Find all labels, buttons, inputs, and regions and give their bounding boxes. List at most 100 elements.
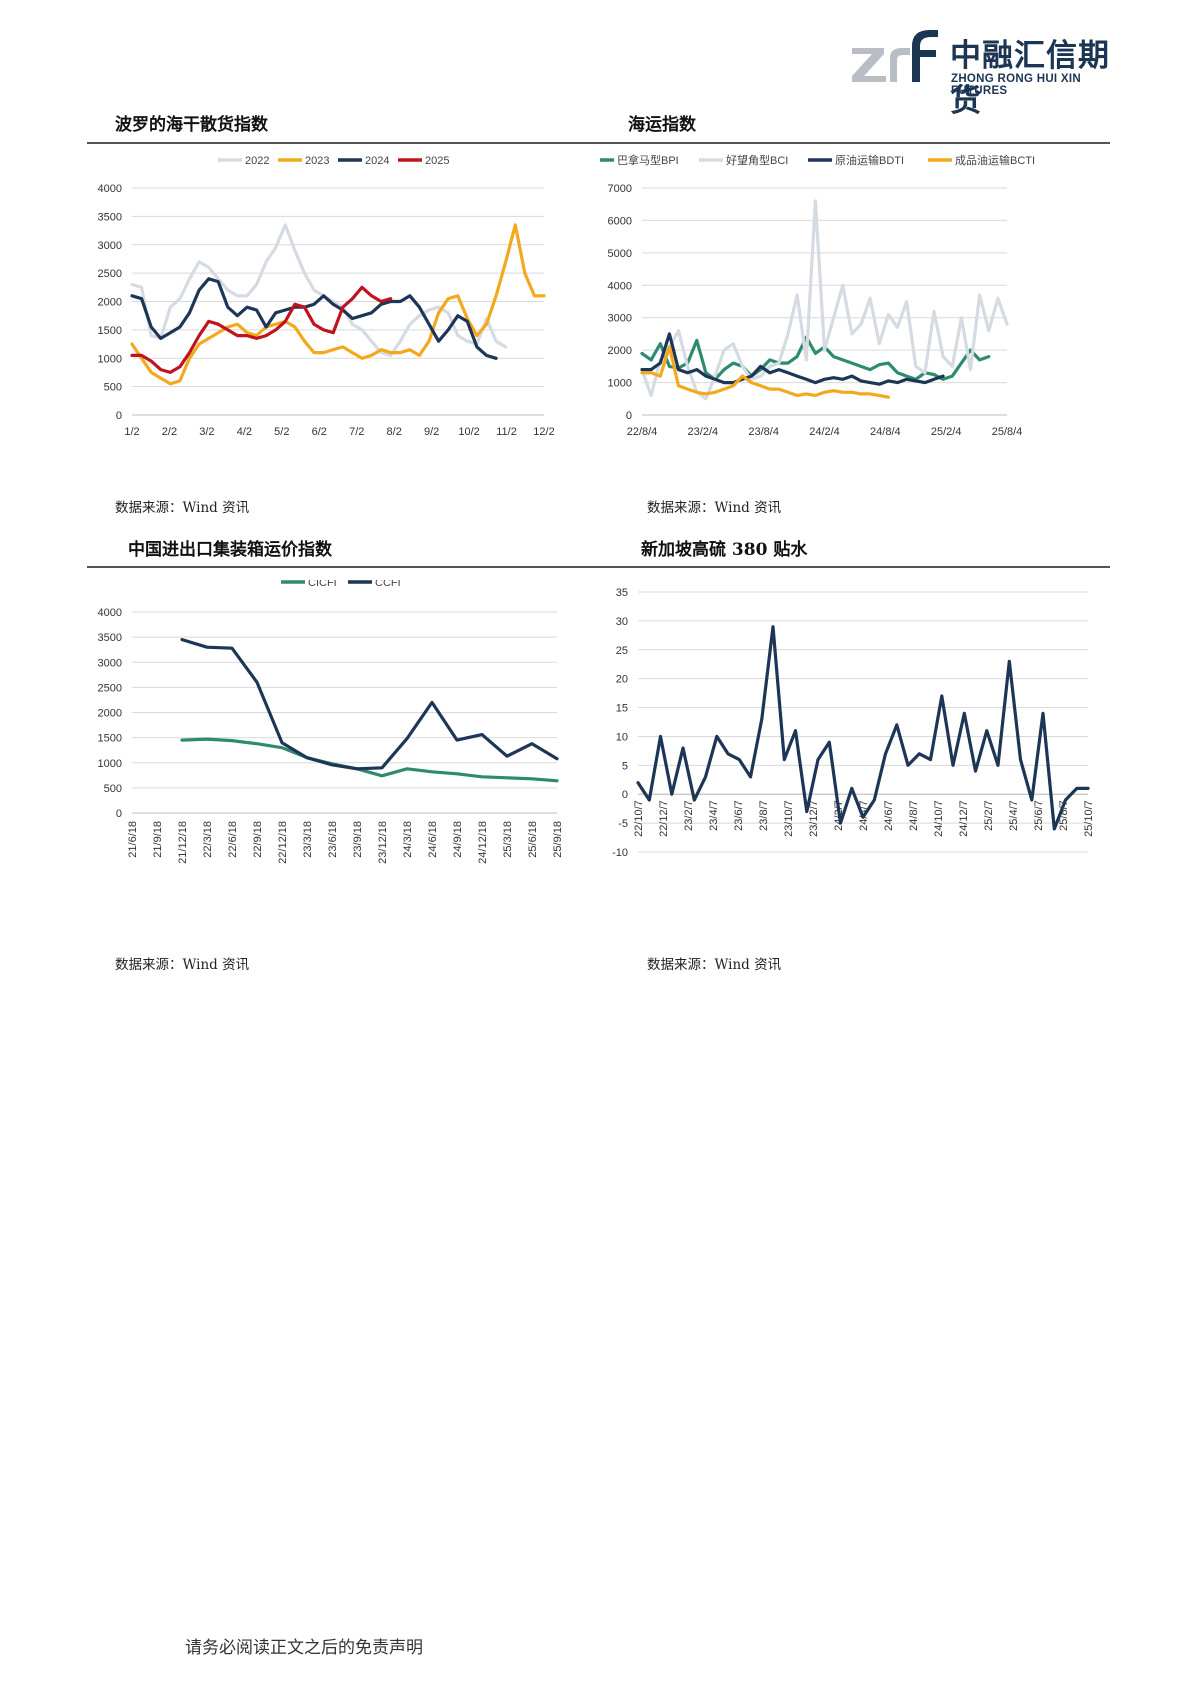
bdi-source: 数据来源：Wind 资讯: [115, 500, 250, 516]
x-tick-label: 22/3/18: [202, 821, 214, 858]
x-tick-label: 24/12/7: [958, 800, 970, 837]
y-tick-label: 7000: [608, 183, 632, 195]
x-tick-label: 25/10/7: [1083, 800, 1095, 837]
x-tick-label: 1/2: [124, 426, 139, 438]
x-tick-label: 25/6/7: [1033, 800, 1045, 831]
x-tick-label: 7/2: [349, 426, 364, 438]
x-tick-label: 23/8/4: [748, 426, 779, 438]
shipping-chart: 0 1000 2000 3000 4000 5000 6000 7000 22/8/4 23/2/…: [600, 153, 1035, 438]
ccfi-title: 中国进出口集装箱运价指数: [128, 540, 332, 560]
x-tick-label: 24/12/18: [477, 821, 489, 864]
y-tick-label: 5: [622, 760, 628, 772]
x-tick-label: 24/8/4: [870, 426, 901, 438]
y-tick-label: 0: [116, 808, 122, 820]
legend-label: 2025: [425, 155, 449, 167]
sg380-chart: -10 -5 0 5 10 15 20 25 30 35 22/10/7 22/12/7 23/2/7 2…: [612, 587, 1095, 859]
series-line-value: [636, 625, 1090, 831]
x-tick-label: 22/6/18: [227, 821, 239, 858]
top-divider: [87, 142, 1110, 144]
y-tick-label: 35: [616, 587, 628, 599]
x-tick-label: 23/12/7: [808, 800, 820, 837]
x-tick-label: 3/2: [199, 426, 214, 438]
x-tick-label: 24/10/7: [933, 800, 945, 837]
y-tick-label: 1000: [98, 758, 122, 770]
x-tick-label: 24/2/4: [809, 426, 840, 438]
y-tick-label: 15: [616, 703, 628, 715]
y-tick-label: 10: [616, 731, 628, 743]
x-tick-label: 22/12/18: [277, 821, 289, 864]
x-tick-label: 21/12/18: [177, 821, 189, 864]
legend-label: 好望角型BCI: [726, 153, 788, 167]
x-tick-label: 2/2: [162, 426, 177, 438]
x-tick-label: 22/10/7: [633, 800, 645, 837]
y-tick-label: 3000: [98, 240, 122, 252]
zrf-logo-icon: [852, 30, 938, 82]
legend-label: 2022: [245, 155, 269, 167]
y-tick-label: 2500: [98, 682, 122, 694]
x-tick-label: 24/6/7: [883, 800, 895, 831]
x-tick-label: 21/6/18: [127, 821, 139, 858]
y-tick-label: 4000: [98, 607, 122, 619]
y-tick-label: 500: [104, 783, 122, 795]
y-tick-label: 25: [616, 645, 628, 657]
x-tick-label: 23/10/7: [783, 800, 795, 837]
legend-label: 2023: [305, 155, 329, 167]
legend-label: CICFI: [308, 580, 337, 589]
bdi-title: 波罗的海干散货指数: [115, 115, 268, 135]
y-tick-label: 1000: [98, 353, 122, 365]
bdi-chart: 0 500 1000 1500 2000 2500 3000 3500 4000 1/2 2/2 3/…: [98, 155, 555, 438]
y-tick-label: 1500: [98, 325, 122, 337]
series-line-CICFI: [180, 737, 559, 783]
y-tick-label: 3500: [98, 632, 122, 644]
x-tick-label: 25/6/18: [527, 821, 539, 858]
y-tick-label: 500: [104, 382, 122, 394]
y-tick-label: 4000: [608, 280, 632, 292]
x-tick-label: 22/8/4: [627, 426, 658, 438]
y-tick-label: 1000: [608, 378, 632, 390]
x-tick-label: 23/6/18: [327, 821, 339, 858]
y-tick-label: 20: [616, 674, 628, 686]
series-line-CCFI: [180, 637, 559, 771]
series-line-成品油运输BCTI: [640, 345, 890, 399]
y-tick-label: 2000: [608, 345, 632, 357]
x-tick-label: 25/2/4: [931, 426, 962, 438]
x-tick-label: 23/4/7: [708, 800, 720, 831]
logo-chinese-name: 中融汇信期货: [950, 38, 1110, 119]
sg-source: 数据来源：Wind 资讯: [647, 957, 782, 973]
series-line-2023: [130, 223, 546, 386]
series-line-好望角型BCI: [640, 199, 1009, 401]
y-tick-label: 1500: [98, 733, 122, 745]
y-tick-label: 6000: [608, 215, 632, 227]
x-tick-label: 23/3/18: [302, 821, 314, 858]
series-line-原油运输BDTI: [640, 332, 945, 386]
y-tick-label: -5: [618, 818, 628, 830]
series-line-2024: [130, 277, 498, 360]
x-tick-label: 22/9/18: [252, 821, 264, 858]
x-tick-label: 25/2/7: [983, 800, 995, 831]
y-tick-label: 3500: [98, 211, 122, 223]
footer-disclaimer: 请务必阅读正文之后的免责声明: [185, 1638, 423, 1658]
x-tick-label: 24/9/18: [452, 821, 464, 858]
logo-english-name: ZHONG RONG HUI XIN FUTURES: [951, 73, 1081, 97]
legend-label: 2024: [365, 155, 389, 167]
x-tick-label: 10/2: [458, 426, 479, 438]
y-tick-label: 30: [616, 616, 628, 628]
x-tick-label: 24/6/18: [427, 821, 439, 858]
x-tick-label: 6/2: [312, 426, 327, 438]
middle-divider: [87, 566, 1110, 568]
x-tick-label: 25/8/4: [992, 426, 1023, 438]
x-tick-label: 24/3/18: [402, 821, 414, 858]
x-tick-label: 21/9/18: [152, 821, 164, 858]
x-tick-label: 23/9/18: [352, 821, 364, 858]
x-tick-label: 4/2: [237, 426, 252, 438]
x-tick-label: 23/2/4: [688, 426, 719, 438]
y-tick-label: 5000: [608, 248, 632, 260]
series-line-2022: [130, 223, 508, 357]
x-tick-label: 24/8/7: [908, 800, 920, 831]
y-tick-label: 2000: [98, 297, 122, 309]
ccfi-source: 数据来源：Wind 资讯: [115, 957, 250, 973]
x-tick-label: 25/4/7: [1008, 800, 1020, 831]
company-logo: 中融汇信期货 ZHONG RONG HUI XIN FUTURES: [850, 26, 1140, 119]
y-tick-label: 2500: [98, 268, 122, 280]
x-tick-label: 22/12/7: [658, 800, 670, 837]
